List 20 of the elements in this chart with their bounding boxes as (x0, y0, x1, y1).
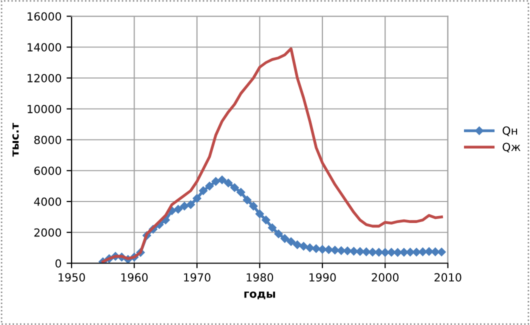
y-tick-label: 12000 (28, 74, 62, 82)
y-tick-label: 14000 (28, 43, 62, 52)
legend-label: Qж (502, 142, 520, 152)
x-tick-label: 2010 (434, 273, 462, 282)
legend-label: Qн (502, 126, 518, 136)
y-tick-label: 10000 (28, 104, 62, 114)
y-tick-label: 8000 (34, 136, 62, 144)
x-tick-label: 1970 (184, 273, 210, 282)
y-axis-title: тыс.т (12, 122, 19, 157)
y-tick-label: 2000 (34, 228, 62, 237)
y-tick-label: 16000 (28, 12, 62, 21)
x-tick-label: 1960 (121, 273, 148, 282)
y-tick-label: 6000 (34, 166, 62, 176)
y-tick-label: 4000 (34, 197, 62, 206)
y-tick-label: 0 (55, 259, 62, 268)
x-axis-title: годы (244, 292, 276, 300)
x-tick-label: 1990 (310, 273, 336, 282)
x-tick-label: 1950 (58, 273, 85, 282)
x-tick-label: 1980 (246, 273, 274, 282)
x-tick-label: 2000 (372, 273, 399, 282)
